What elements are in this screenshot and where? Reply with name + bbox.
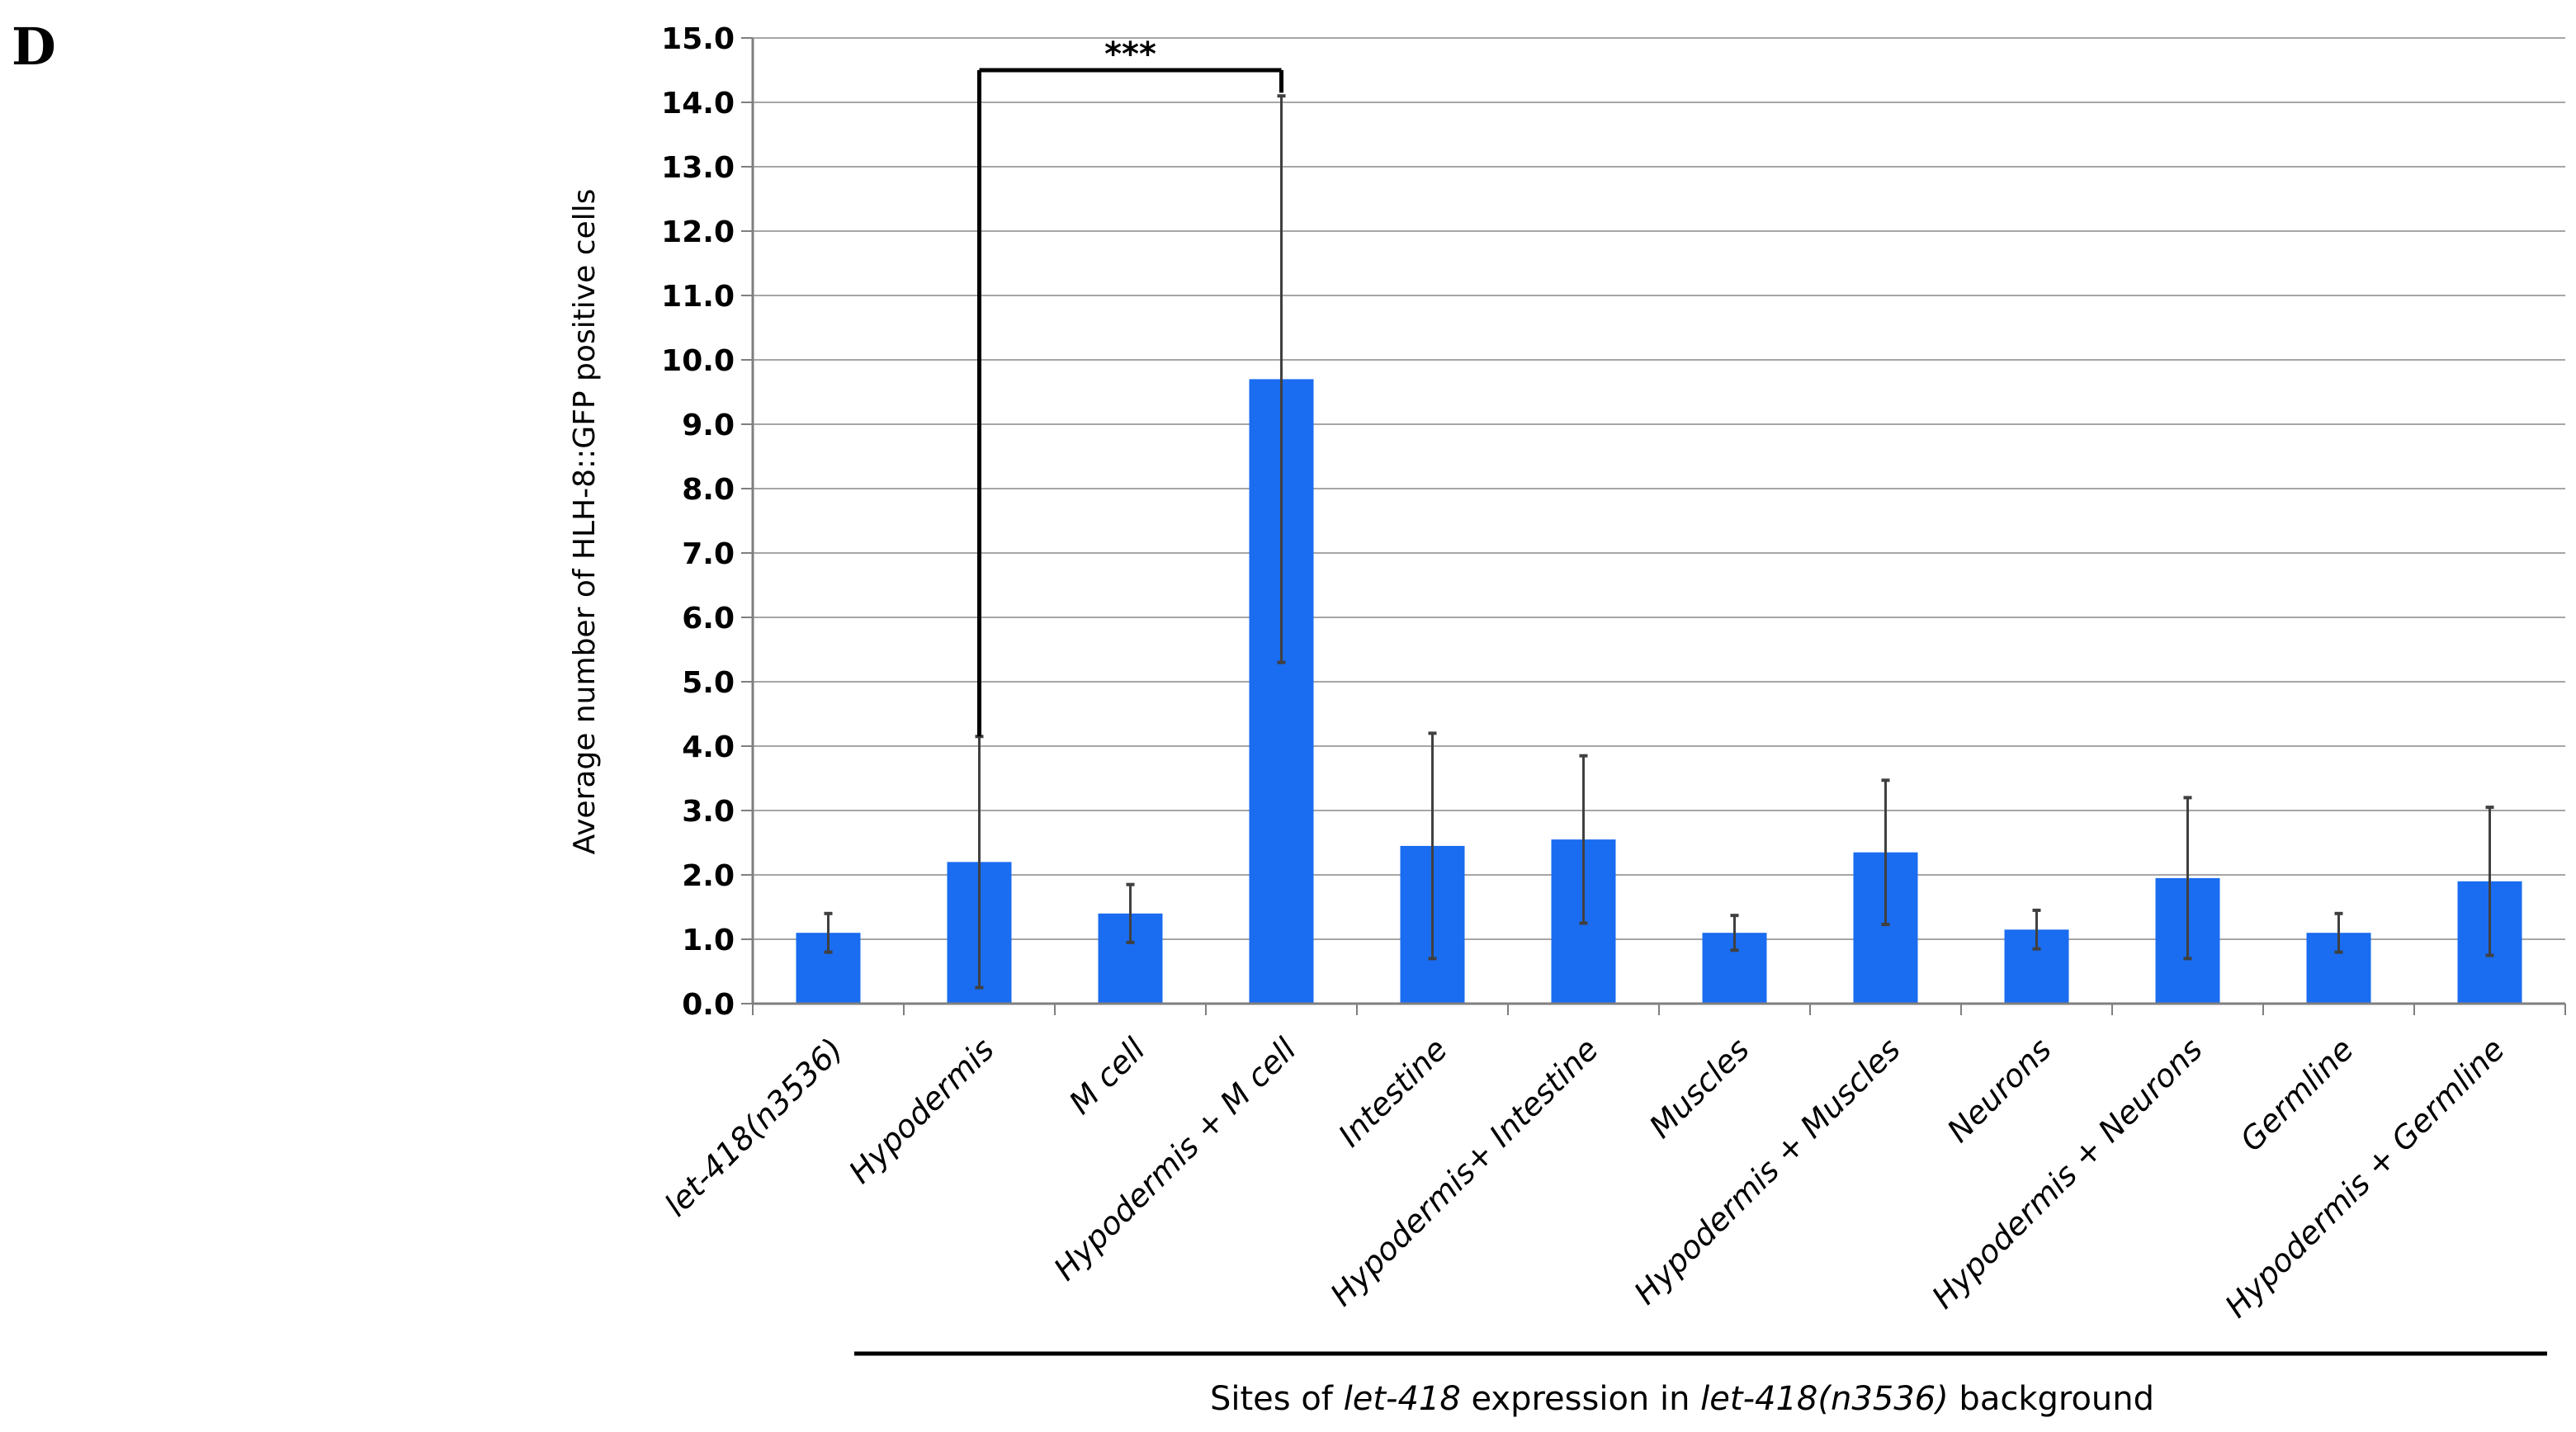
y-tick-label: 7.0: [682, 537, 735, 571]
y-tick-label: 5.0: [682, 666, 735, 700]
y-tick-label: 11.0: [661, 280, 735, 314]
x-tick-label: M cell: [1062, 1031, 1152, 1121]
axes: [741, 37, 2566, 1015]
x-tick-label: Hypodermis+ Intestine: [1323, 1031, 1605, 1313]
error-bars: [824, 94, 2494, 990]
y-tick-label: 14.0: [661, 87, 735, 121]
y-tick-label: 12.0: [661, 215, 735, 249]
x-axis-label-suffix: background: [1949, 1380, 2154, 1418]
y-tick-label: 9.0: [682, 409, 735, 442]
y-tick-label: 3.0: [682, 795, 735, 829]
panel-letter: D: [12, 17, 56, 77]
x-axis-label-italic-2: let-418(n3536): [1700, 1380, 1949, 1418]
x-tick-label: Neurons: [1940, 1031, 2058, 1149]
x-tick-label: Muscles: [1642, 1031, 1756, 1145]
significance-label: ***: [1104, 35, 1156, 73]
y-tick-label: 0.0: [682, 988, 735, 1022]
y-tick-label: 15.0: [661, 22, 735, 56]
x-tick-label: let-418(n3536): [658, 1031, 850, 1223]
significance-bracket: ***: [977, 35, 1283, 737]
y-tick-label: 2.0: [682, 859, 735, 893]
x-axis-label-prefix: Sites of: [1210, 1380, 1344, 1418]
x-tick-label: Germline: [2233, 1031, 2361, 1158]
x-tick-label: Hypodermis + Germline: [2218, 1031, 2512, 1325]
y-tick-label: 1.0: [682, 924, 735, 957]
x-axis-label: Sites of let-418 expression in let-418(n…: [1210, 1380, 2154, 1418]
x-axis-label-middle: expression in: [1461, 1380, 1700, 1418]
x-tick-labels: let-418(n3536)Hypodermis M cellHypodermis…: [658, 1031, 2512, 1325]
y-tick-labels: 0.0 1.0 2.0 3.0 4.0 5.0 6.0 7.0 8.0 9.0 10.0 11.0 12…: [661, 22, 735, 1022]
y-tick-label: 8.0: [682, 473, 735, 507]
y-tick-label: 6.0: [682, 602, 735, 636]
y-tick-label: 13.0: [661, 151, 735, 185]
x-axis-label-italic-1: let-418: [1344, 1380, 1461, 1418]
y-tick-label: 10.0: [661, 344, 735, 378]
x-tick-label: Hypodermis + M cell: [1047, 1031, 1303, 1288]
x-tick-label: Hypodermis: [842, 1031, 1001, 1190]
gridlines: [753, 37, 2565, 940]
y-axis-label: Average number of HLH-8::GFP positive ce…: [568, 189, 602, 855]
bars: [796, 379, 2522, 1004]
y-tick-label: 4.0: [682, 730, 735, 764]
x-tick-label: Hypodermis + Neurons: [1925, 1031, 2210, 1316]
x-tick-label: Hypodermis + Muscles: [1627, 1031, 1907, 1311]
x-tick-label: Intestine: [1331, 1031, 1454, 1154]
